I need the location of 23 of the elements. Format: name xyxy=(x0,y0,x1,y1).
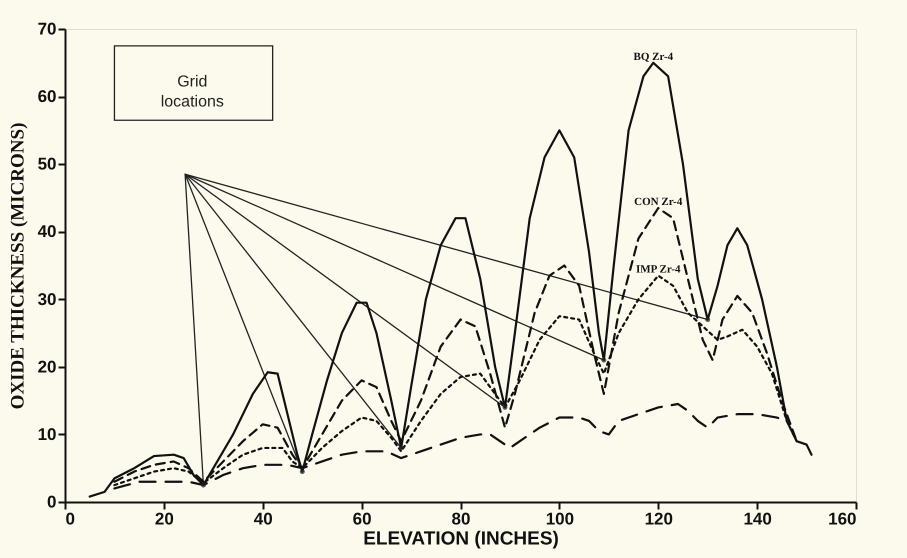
annotation: Grid locations xyxy=(160,73,224,110)
y-tick-label: 40 xyxy=(38,222,56,242)
x-tick-label: 140 xyxy=(743,510,772,528)
x-tick-label: 100 xyxy=(546,510,574,528)
x-tick-label: 80 xyxy=(452,510,470,528)
y-tick-label: 0 xyxy=(47,492,56,512)
series-label: IMP Zr-4 xyxy=(636,264,681,276)
y-tick-label: 60 xyxy=(38,87,56,106)
y-tick-label: 20 xyxy=(38,357,56,376)
x-tick-label: 0 xyxy=(66,510,75,528)
x-tick-label: 20 xyxy=(154,510,174,528)
y-axis-title: OXIDE THICKNESS (MICRONS) xyxy=(8,122,29,410)
y-tick-label: 10 xyxy=(38,424,56,444)
y-tick-label: 50 xyxy=(38,154,56,174)
series-label: BQ Zr-4 xyxy=(633,50,674,63)
y-tick-label: 70 xyxy=(38,20,56,38)
x-tick-label: 120 xyxy=(644,510,673,528)
x-axis-title: ELEVATION (INCHES) xyxy=(363,528,559,550)
y-tick-label: 30 xyxy=(38,290,56,309)
x-tick-label: 60 xyxy=(352,510,372,528)
x-tick-label: 40 xyxy=(254,510,273,528)
x-tick-label: 160 xyxy=(828,510,856,528)
series-label: CON Zr-4 xyxy=(634,196,683,208)
